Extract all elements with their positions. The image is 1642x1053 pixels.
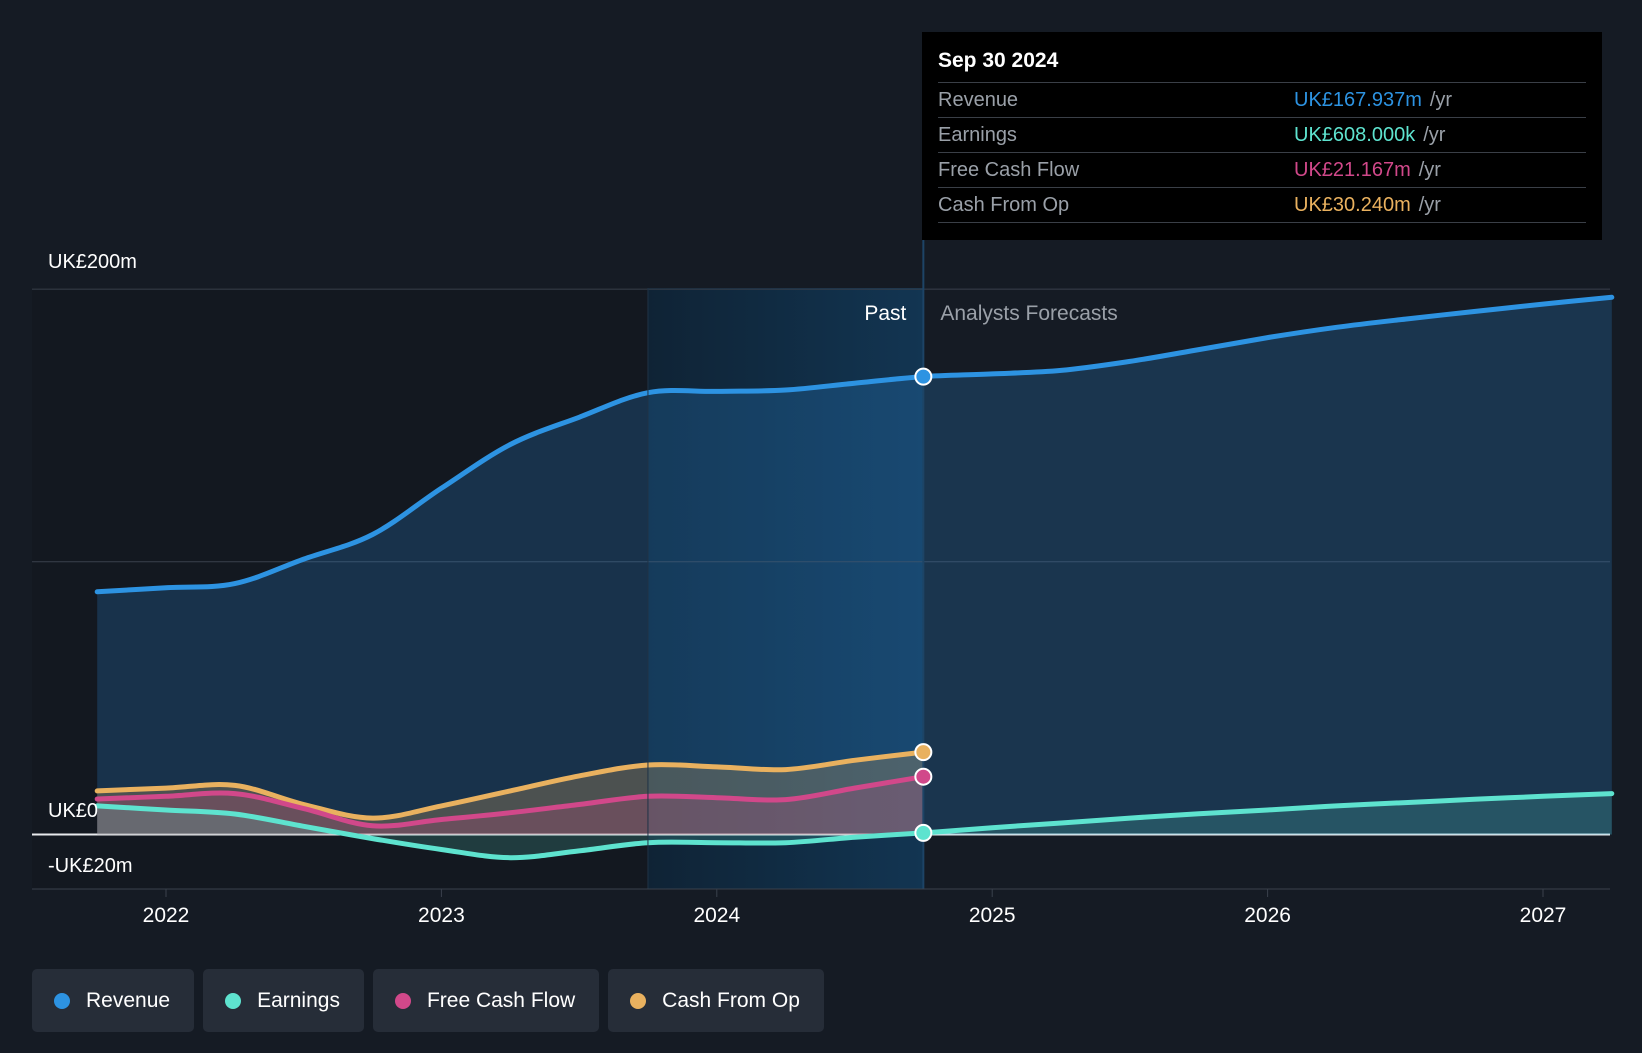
- tooltip-value: UK£21.167m: [1294, 159, 1411, 181]
- earnings-area: [97, 793, 1612, 858]
- tooltip-unit: /yr: [1423, 124, 1446, 146]
- tooltip-label: Revenue: [938, 89, 1019, 111]
- earnings-marker: [914, 823, 933, 842]
- cash-from-op-dot-icon: [630, 992, 647, 1009]
- forecast-label: Analysts Forecasts: [940, 302, 1117, 325]
- legend-label: Cash From Op: [662, 988, 800, 1012]
- tooltip-label: Earnings: [938, 124, 1017, 146]
- tooltip-value: UK£608.000k: [1294, 124, 1416, 146]
- tooltip: Sep 30 2024 Revenue UK£167.937m /yr Earn…: [922, 32, 1602, 240]
- free-cash-flow-line: [94, 774, 926, 829]
- revenue-line: [94, 294, 1615, 595]
- legend-item-earnings[interactable]: Earnings: [203, 969, 364, 1032]
- earnings-line: [94, 791, 1615, 861]
- revenue-dot-icon: [54, 992, 70, 1009]
- tooltip-unit: /yr: [1429, 89, 1453, 111]
- x-tick-label: 2023: [418, 904, 465, 927]
- free-cash-flow-marker: [914, 767, 933, 786]
- y-axis-label: UK£0: [48, 800, 98, 822]
- free-cash-flow-dot-icon: [394, 992, 411, 1009]
- tooltip-unit: /yr: [1418, 194, 1441, 216]
- free-cash-flow-area: [97, 776, 924, 835]
- tooltip-row-cash-from-op: Cash From Op UK£30.240m /yr: [938, 187, 1586, 223]
- legend-label: Free Cash Flow: [426, 988, 576, 1012]
- legend-label: Revenue: [86, 988, 171, 1012]
- earnings-dot-icon: [225, 992, 242, 1009]
- tooltip-value: UK£167.937m: [1294, 89, 1422, 111]
- revenue-area: [97, 297, 1612, 835]
- x-tick-label: 2025: [969, 904, 1016, 927]
- y-axis-label: UK£200m: [48, 251, 137, 273]
- x-tick-label: 2027: [1520, 904, 1567, 927]
- legend: Revenue Earnings Free Cash Flow Cash Fro…: [32, 969, 824, 1032]
- tooltip-label: Free Cash Flow: [938, 159, 1080, 181]
- legend-item-free-cash-flow[interactable]: Free Cash Flow: [372, 969, 600, 1032]
- legend-item-revenue[interactable]: Revenue: [32, 969, 195, 1032]
- tooltip-unit: /yr: [1418, 159, 1441, 181]
- past-label: Past: [864, 302, 906, 325]
- x-tick-label: 2026: [1244, 904, 1291, 927]
- legend-label: Earnings: [257, 988, 340, 1012]
- x-tick-label: 2022: [143, 904, 190, 927]
- x-tick-label: 2024: [693, 904, 740, 927]
- tooltip-value: UK£30.240m: [1294, 194, 1411, 216]
- tooltip-row-revenue: Revenue UK£167.937m /yr: [938, 82, 1586, 117]
- tooltip-date: Sep 30 2024: [938, 49, 1059, 72]
- tooltip-row-free-cash-flow: Free Cash Flow UK£21.167m /yr: [938, 152, 1586, 187]
- tooltip-label: Cash From Op: [938, 194, 1070, 216]
- cash-from-op-marker: [914, 743, 933, 762]
- legend-item-cash-from-op[interactable]: Cash From Op: [608, 969, 824, 1032]
- revenue-marker: [914, 367, 933, 386]
- y-axis-label: -UK£20m: [48, 855, 132, 877]
- cash-from-op-line: [94, 749, 926, 821]
- tooltip-row-earnings: Earnings UK£608.000k /yr: [938, 117, 1586, 152]
